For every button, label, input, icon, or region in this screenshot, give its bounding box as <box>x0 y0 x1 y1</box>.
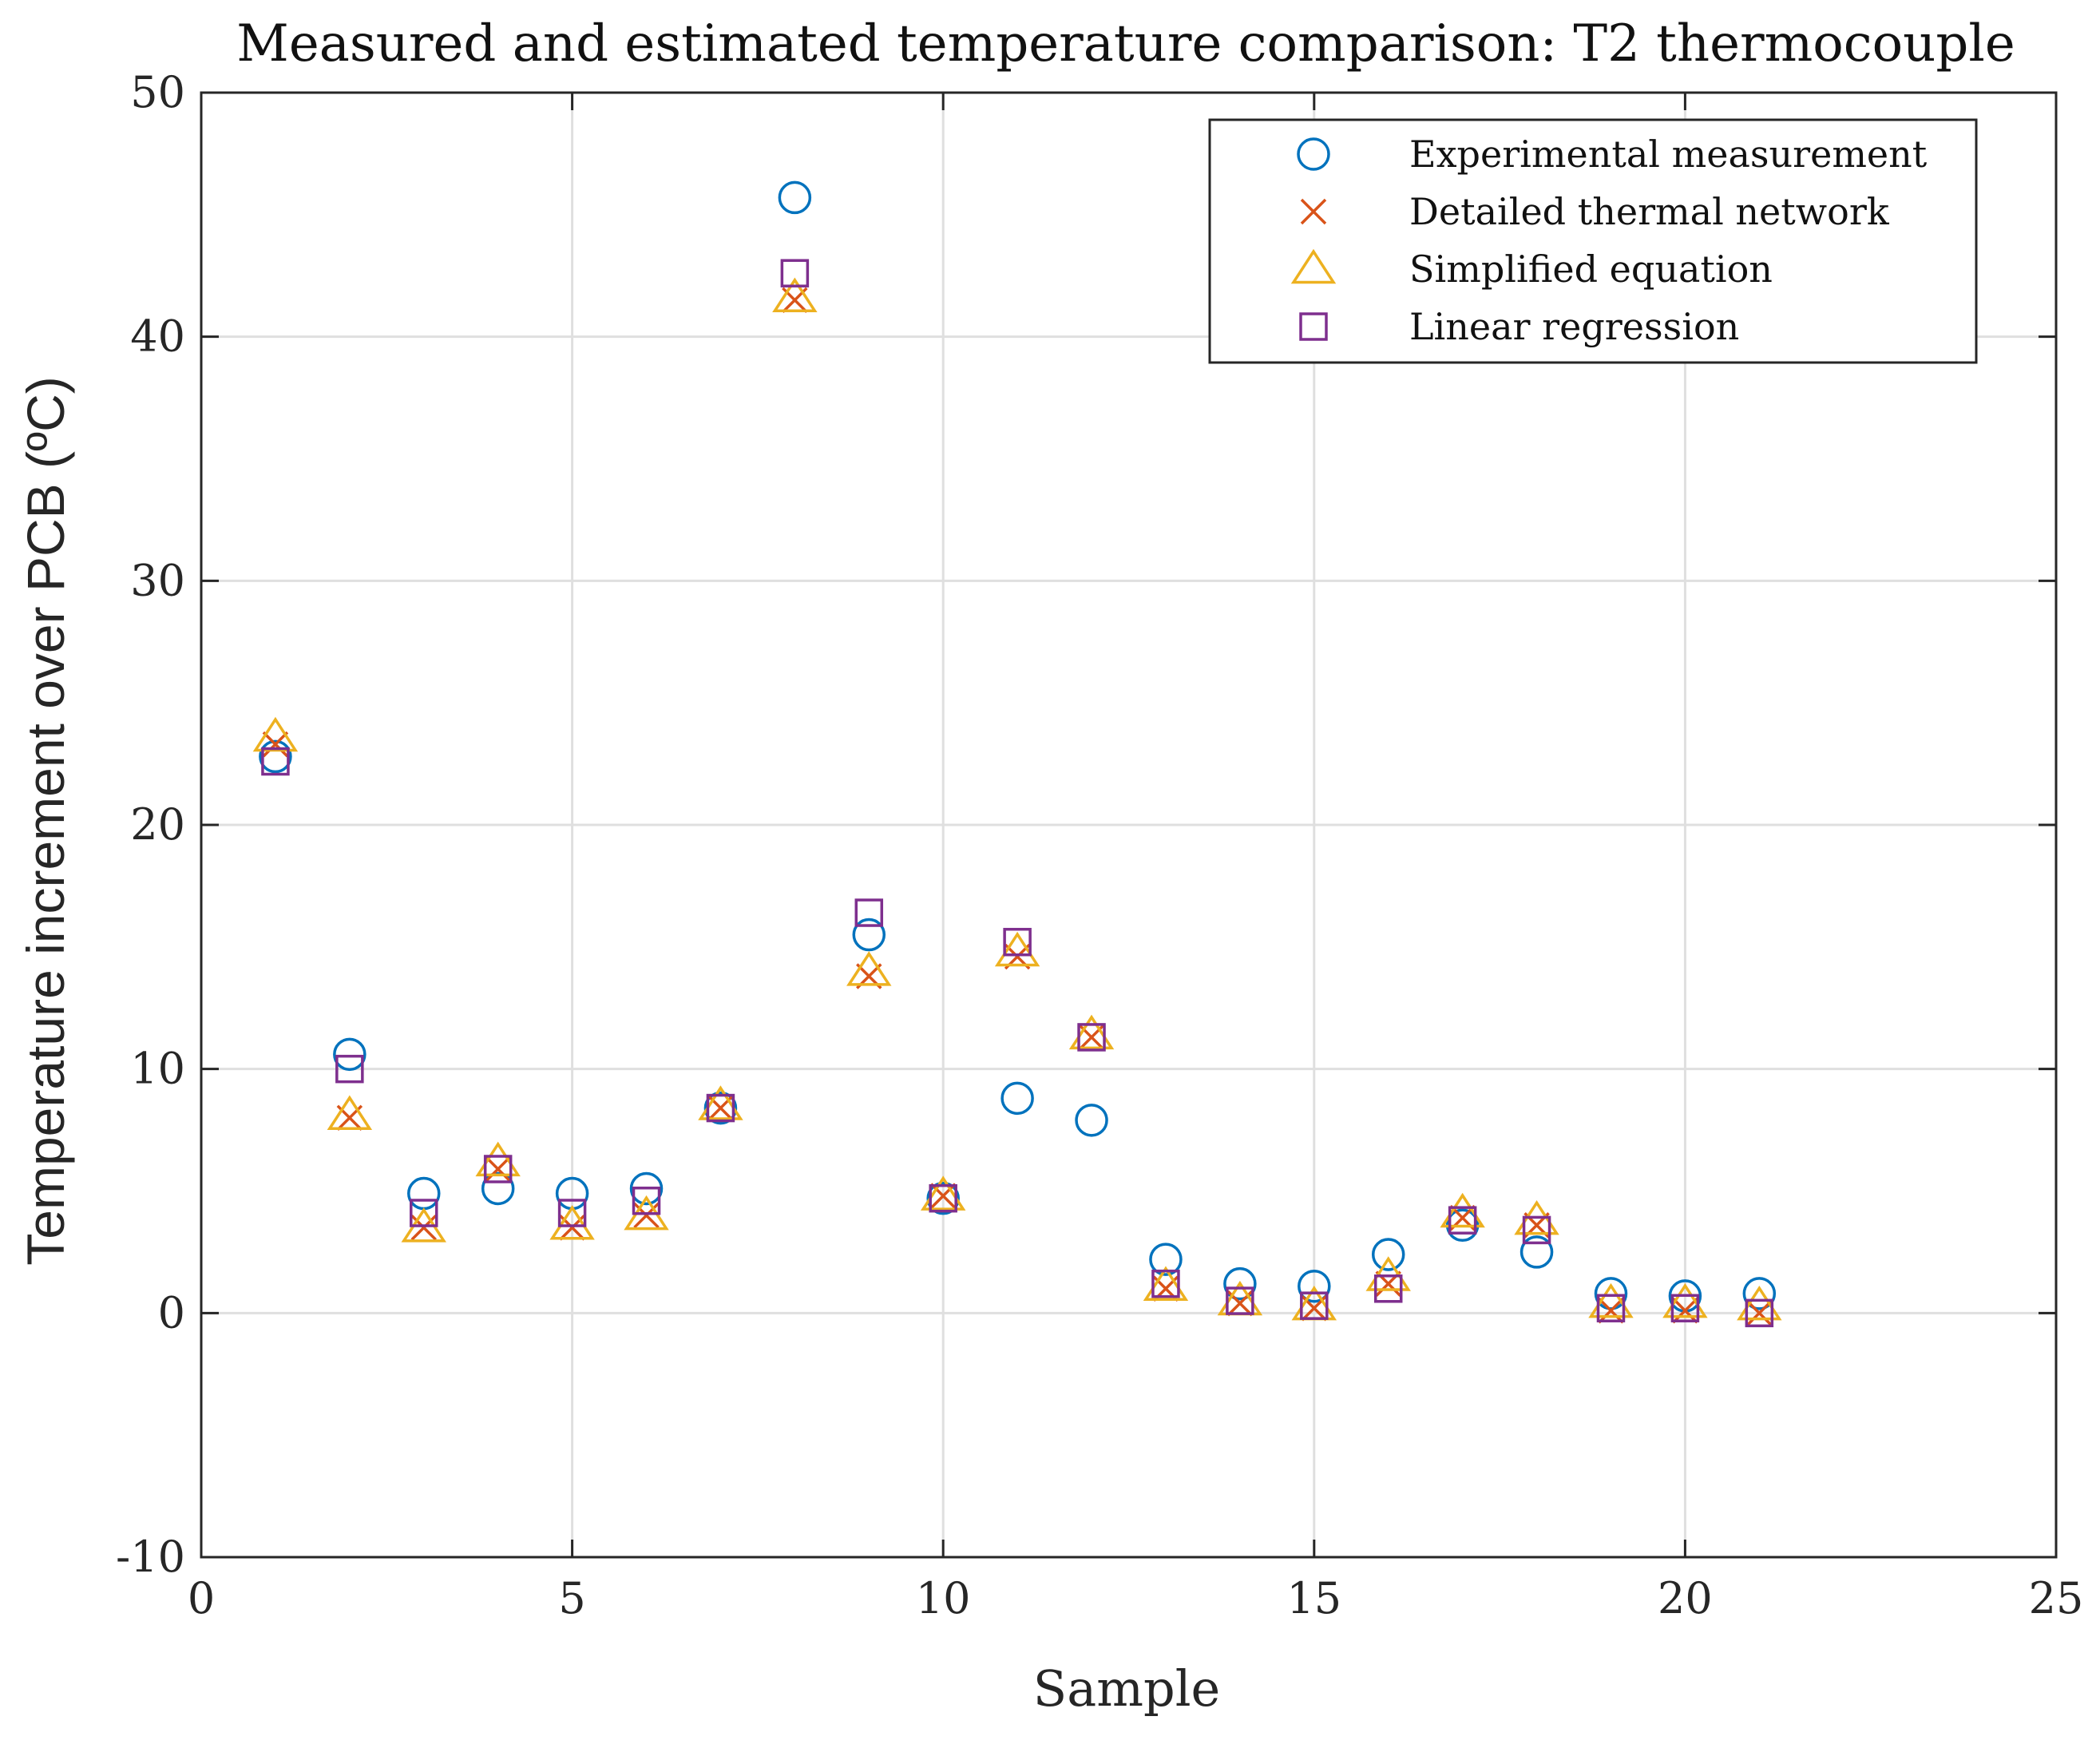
y-tick-label: 20 <box>130 799 185 850</box>
data-point-circle <box>259 739 292 774</box>
data-point-circle <box>703 1091 738 1125</box>
data-point-square <box>1151 1269 1180 1298</box>
data-point-square <box>1077 1023 1106 1052</box>
legend-label: Simplified equation <box>1409 248 1773 291</box>
data-point-circle <box>333 1037 367 1072</box>
data-point-triangle <box>772 277 818 313</box>
y-tick-label: 50 <box>130 67 185 117</box>
y-tick-label: -10 <box>116 1532 185 1582</box>
data-point-square <box>1226 1286 1254 1315</box>
data-point-square <box>1670 1294 1700 1322</box>
data-point-circle <box>1000 1081 1034 1116</box>
data-point-triangle <box>698 1085 743 1120</box>
y-tick-label: 0 <box>158 1287 185 1338</box>
legend-entry: Experimental measurement <box>1297 133 1928 176</box>
data-point-square <box>1596 1294 1626 1322</box>
data-point-circle <box>1149 1243 1183 1276</box>
data-point-x <box>410 1215 437 1241</box>
data-point-triangle <box>252 716 299 752</box>
data-point-square <box>335 1054 364 1084</box>
data-points <box>252 180 1782 1328</box>
data-point-triangle <box>1662 1282 1708 1318</box>
x-tick-label: 25 <box>2029 1573 2084 1623</box>
legend-label: Detailed thermal network <box>1409 190 1890 233</box>
data-point-circle <box>481 1171 515 1206</box>
legend-marker-square <box>1299 312 1328 341</box>
data-point-x <box>1746 1300 1773 1326</box>
chart-title: Measured and estimated temperature compa… <box>236 14 2015 73</box>
y-axis-label: Temperature increment over PCB (ºC) <box>16 376 75 1265</box>
data-point-square <box>1448 1206 1477 1235</box>
data-point-square <box>483 1155 513 1183</box>
data-point-square <box>557 1199 587 1227</box>
legend-marker-x <box>1300 198 1327 225</box>
data-point-circle <box>1298 1269 1331 1303</box>
legend: Experimental measurement Detailed thermal… <box>1208 118 1978 364</box>
data-point-square <box>261 747 290 776</box>
legend-entry: Simplified equation <box>1290 248 1773 291</box>
axes <box>200 91 2058 1559</box>
data-point-circle <box>1371 1238 1405 1271</box>
data-point-circle <box>1223 1266 1257 1301</box>
data-point-circle <box>1075 1104 1108 1137</box>
data-point-circle <box>926 1181 960 1215</box>
data-point-triangle <box>1737 1285 1782 1321</box>
y-tick-label: 30 <box>130 555 185 605</box>
data-point-triangle <box>1143 1266 1189 1301</box>
data-point-square <box>410 1199 438 1227</box>
data-point-x <box>485 1155 511 1183</box>
data-point-x <box>262 731 289 758</box>
data-point-triangle <box>327 1095 373 1130</box>
legend-label: Experimental measurement <box>1409 133 1928 176</box>
data-point-x <box>929 1183 957 1209</box>
data-point-triangle <box>1440 1192 1485 1228</box>
legend-box <box>1208 118 1978 364</box>
x-tick-label: 20 <box>1658 1573 1713 1623</box>
series-triangle <box>252 277 1782 1321</box>
data-point-triangle <box>475 1141 521 1177</box>
y-tick-label: 10 <box>130 1044 185 1094</box>
data-point-square <box>632 1186 661 1215</box>
data-point-triangle <box>1588 1282 1634 1318</box>
data-point-circle <box>1520 1235 1554 1269</box>
data-point-x <box>1598 1298 1624 1324</box>
data-point-triangle <box>920 1175 966 1211</box>
series-circle <box>259 180 1777 1313</box>
data-point-circle <box>629 1171 664 1206</box>
data-point-square <box>706 1093 735 1123</box>
x-tick-label: 0 <box>188 1573 215 1623</box>
x-tick-label: 15 <box>1286 1573 1341 1623</box>
legend-marker-triangle <box>1290 248 1337 284</box>
data-point-square <box>780 259 810 287</box>
data-point-circle <box>1742 1277 1777 1310</box>
legend-label: Linear regression <box>1409 305 1739 348</box>
legend-entry: Linear regression <box>1299 305 1739 348</box>
data-point-circle <box>778 180 812 215</box>
data-point-square <box>1373 1274 1403 1303</box>
x-tick-label: 10 <box>916 1573 971 1623</box>
x-axis-label: Sample <box>1033 1659 1220 1718</box>
x-tick-label: 5 <box>558 1573 585 1623</box>
data-point-circle <box>852 918 886 952</box>
legend-marker-circle <box>1297 137 1330 171</box>
data-point-x <box>1672 1298 1698 1324</box>
data-point-triangle <box>549 1205 595 1240</box>
data-point-square <box>1003 927 1032 957</box>
data-point-triangle <box>1365 1256 1411 1291</box>
data-point-square <box>929 1183 957 1213</box>
data-point-triangle <box>846 951 892 986</box>
data-point-triangle <box>994 931 1040 967</box>
data-point-x <box>633 1202 660 1229</box>
data-point-triangle <box>1068 1014 1115 1050</box>
data-point-square <box>854 898 884 927</box>
data-point-square <box>1522 1215 1551 1245</box>
data-point-square <box>1300 1291 1329 1320</box>
legend-entry: Detailed thermal network <box>1300 190 1890 233</box>
data-point-square <box>1745 1298 1774 1328</box>
series-square <box>261 259 1774 1328</box>
y-tick-label: 40 <box>130 311 185 362</box>
